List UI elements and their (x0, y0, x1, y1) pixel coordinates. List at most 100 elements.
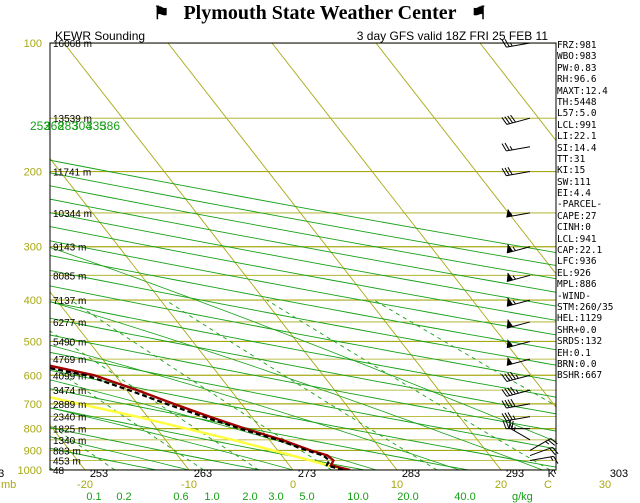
temperature-unit-label: C (544, 479, 552, 491)
height-label: 4099 m (53, 371, 86, 382)
height-label: 6277 m (53, 318, 86, 329)
index-value: STM:260/35 (557, 301, 614, 313)
wind-barb-pennant (506, 339, 513, 348)
index-value: TT:31 (557, 153, 586, 165)
isotherm-line (479, 43, 556, 142)
dry-adiabat-line (50, 159, 556, 253)
pressure-tick-label: 600 (24, 370, 42, 382)
wind-barb (506, 244, 531, 254)
kelvin-tick-label: 293 (506, 468, 524, 480)
theta-label: 304 (72, 119, 92, 133)
pressure-unit-label: mb (1, 479, 16, 491)
wind-barb (506, 339, 531, 349)
wind-barb-pennant (506, 273, 513, 282)
wind-barb-half-flag (512, 415, 516, 420)
moist-adiabat-line (50, 436, 190, 470)
mixing-ratio-line (266, 299, 551, 470)
pressure-tick-label: 900 (24, 445, 42, 457)
wind-barb-flag (510, 386, 516, 395)
wind-barb-flag (507, 399, 513, 408)
kelvin-unit-label: K (548, 468, 556, 480)
mixing-ratio-line (70, 299, 332, 470)
wind-barb-flag (507, 372, 514, 381)
index-value: LFC:936 (557, 256, 597, 268)
chart-title: KEWR Sounding (55, 29, 145, 43)
dry-adiabat-line (50, 388, 469, 470)
wind-barb (501, 167, 531, 177)
wind-barb-flag (501, 143, 507, 152)
wind-barb (506, 272, 531, 283)
wind-barb-half-flag (553, 469, 556, 475)
index-value: EI:4.4 (557, 188, 591, 200)
wind-barb-flag (505, 420, 510, 429)
mixing-ratio-unit-label: g/kg (512, 491, 533, 503)
height-label: 9143 m (53, 243, 86, 254)
wind-barb-flag (507, 115, 514, 124)
wind-barb-flag (507, 412, 513, 421)
wind-barb-shaft (529, 446, 553, 457)
isotherm-line (375, 43, 556, 275)
wind-barb-flag (504, 116, 511, 124)
mixing-ratio-line (50, 365, 204, 470)
wind-barb (501, 142, 531, 152)
wind-barb-half-flag (515, 389, 519, 394)
theta-label: 283 (58, 119, 78, 133)
wind-barb-flag (501, 389, 508, 397)
height-label: 7137 m (53, 296, 86, 307)
mixing-ratio-line (373, 299, 556, 407)
dry-adiabat-line (50, 407, 365, 470)
dry-adiabat-line (50, 427, 261, 470)
mixing-ratio-label: 40.0 (454, 491, 475, 503)
mixing-ratio-label: 20.0 (397, 491, 418, 503)
height-label: 16068 m (53, 39, 92, 50)
pressure-tick-label: 300 (24, 242, 42, 254)
wind-barb-shaft (506, 416, 531, 422)
wind-barb-flag (504, 142, 510, 151)
kelvin-tick-label: 263 (194, 468, 212, 480)
wind-barb-shaft (506, 117, 531, 125)
wind-barb-flag (501, 400, 507, 409)
dry-adiabat-line (50, 270, 556, 366)
index-value: SI:14.4 (557, 142, 597, 154)
moist-adiabat-line (50, 344, 460, 470)
dry-adiabat-line (50, 212, 556, 307)
height-label: 3474 m (53, 386, 86, 397)
parcel-path-line (50, 396, 346, 470)
pressure-tick-label: 400 (24, 295, 42, 307)
index-value: KI:15 (557, 165, 586, 177)
wind-barb-flag (507, 319, 514, 327)
theta-label: 268 (44, 119, 64, 133)
wind-barb-shaft (506, 246, 531, 254)
axis-labels: KEWR Sounding 3 day GFS valid 18Z FRI 25… (0, 29, 628, 503)
index-value: -PARCEL- (557, 199, 603, 211)
wind-barb-flag (510, 114, 516, 123)
index-value: FRZ:981 (557, 40, 597, 51)
dry-adiabat-line (50, 185, 556, 280)
wind-barb (506, 319, 531, 329)
dry-adiabat-line (50, 172, 556, 266)
mixing-ratio-label: 0.6 (173, 491, 188, 503)
wind-barb-shaft (506, 340, 531, 349)
kelvin-tick-label: 253 (90, 468, 108, 480)
pressure-tick-label: 100 (24, 38, 42, 50)
moist-adiabat-line (50, 407, 294, 470)
kelvin-tick-label: 283 (402, 468, 420, 480)
wind-barb (501, 398, 531, 409)
wind-barb-pennant (506, 356, 513, 366)
wind-barb-shaft (506, 42, 531, 48)
wind-barb (506, 356, 531, 366)
index-value: MAXT:12.4 (557, 85, 608, 97)
temperature-tick-label: -10 (181, 479, 197, 491)
mixing-ratio-label: 5.0 (299, 491, 314, 503)
index-value: CINH:0 (557, 222, 591, 234)
index-value: HEL:1129 (557, 313, 603, 325)
index-value: -WIND- (557, 290, 591, 302)
wind-barb-shaft (506, 321, 531, 329)
wind-barb-flag (507, 387, 514, 396)
mixing-ratio-label: 0.1 (86, 491, 101, 503)
dry-adiabat-line (50, 285, 556, 382)
temperature-tick-label: 10 (391, 479, 403, 491)
wind-barb (501, 371, 531, 382)
kelvin-tick-label: 303 (610, 468, 628, 480)
